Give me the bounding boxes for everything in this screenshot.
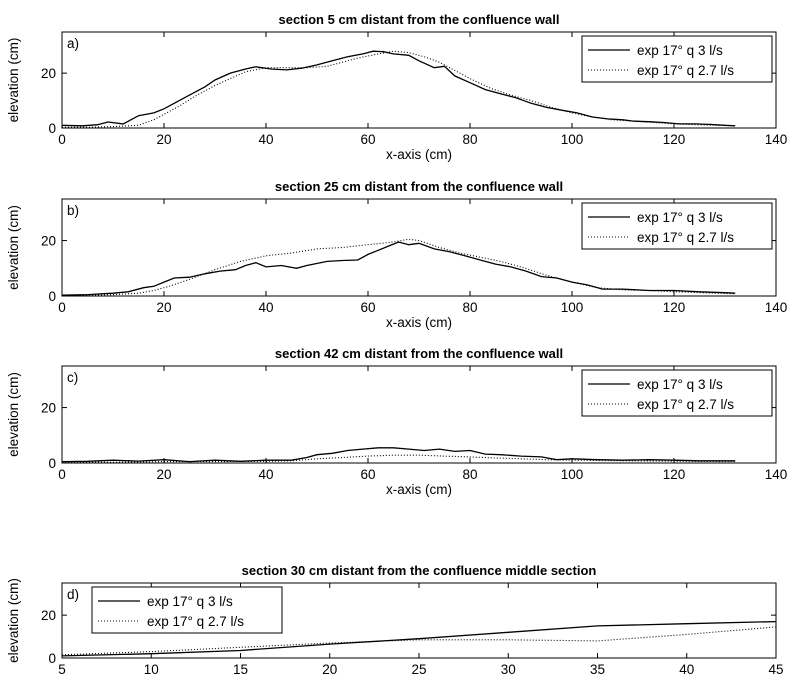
y-tick-label: 0 [48,121,56,136]
x-tick-label: 60 [360,467,375,482]
legend: exp 17° q 3 l/s exp 17° q 2.7 l/s [581,202,773,250]
legend-entry-2: exp 17° q 2.7 l/s [637,63,734,78]
x-tick-label: 45 [768,662,783,677]
x-tick-label: 20 [156,132,171,147]
x-tick-label: 40 [258,467,273,482]
x-tick-label: 120 [663,132,686,147]
legend: exp 17° q 3 l/s exp 17° q 2.7 l/s [581,369,773,417]
x-tick-label: 120 [663,467,686,482]
y-tick-label: 0 [48,651,56,666]
x-tick-label: 30 [501,662,516,677]
x-tick-label: 60 [360,132,375,147]
legend-box [581,35,773,83]
y-axis-label: elevation (cm) [6,372,21,457]
panel-label: b) [67,203,79,218]
x-tick-label: 100 [561,300,584,315]
chart-panel-2: section 25 cm distant from the confluenc… [6,179,787,330]
x-tick-label: 60 [360,300,375,315]
x-axis-label: x-axis (cm) [386,315,452,330]
chart-title: section 42 cm distant from the confluenc… [275,346,563,361]
chart-title: section 30 cm distant from the confluenc… [242,563,597,578]
x-tick-label: 10 [144,662,159,677]
x-tick-label: 100 [561,132,584,147]
x-tick-label: 20 [322,662,337,677]
y-axis-label: elevation (cm) [6,578,21,663]
legend-box [91,586,283,634]
y-tick-label: 20 [41,66,56,81]
y-axis-label: elevation (cm) [6,205,21,290]
series-line-1 [61,241,736,296]
x-axis-label: x-axis (cm) [386,482,452,497]
panel-label: a) [67,36,79,51]
x-tick-label: 5 [58,662,66,677]
x-tick-label: 80 [462,467,477,482]
x-tick-label: 140 [765,300,788,315]
x-axis-label: x-axis (cm) [386,147,452,162]
x-tick-label: 100 [561,467,584,482]
legend-entry-1: exp 17° q 3 l/s [637,377,723,392]
x-tick-label: 0 [58,467,66,482]
x-tick-label: 20 [156,467,171,482]
chart-panel-4: section 30 cm distant from the confluenc… [6,563,784,677]
x-tick-label: 0 [58,300,66,315]
legend-entry-2: exp 17° q 2.7 l/s [637,230,734,245]
plot-area [61,198,777,297]
series-line-2 [61,238,736,296]
legend: exp 17° q 3 l/s exp 17° q 2.7 l/s [581,35,773,83]
x-tick-label: 140 [765,467,788,482]
series-line-1 [61,447,736,463]
legend-entry-2: exp 17° q 2.7 l/s [637,397,734,412]
y-tick-label: 20 [41,234,56,249]
panel-label: d) [67,587,79,602]
y-tick-label: 20 [41,608,56,623]
series-line-2 [62,454,736,463]
x-tick-label: 40 [679,662,694,677]
x-tick-label: 140 [765,132,788,147]
x-tick-label: 40 [258,300,273,315]
x-tick-label: 120 [663,300,686,315]
panel-label: c) [67,370,78,385]
x-tick-label: 25 [411,662,426,677]
legend-entry-2: exp 17° q 2.7 l/s [147,614,244,629]
y-axis-label: elevation (cm) [6,38,21,123]
x-tick-label: 80 [462,132,477,147]
x-tick-label: 40 [258,132,273,147]
chart-panel-3: section 42 cm distant from the confluenc… [6,346,787,497]
legend-entry-1: exp 17° q 3 l/s [637,210,723,225]
chart-title: section 5 cm distant from the confluence… [278,12,559,27]
series-line-1 [61,50,736,127]
x-tick-label: 15 [233,662,248,677]
legend-box [581,202,773,250]
y-tick-label: 20 [41,401,56,416]
legend: exp 17° q 3 l/s exp 17° q 2.7 l/s [91,586,283,634]
series-line-1 [61,620,777,657]
y-tick-label: 0 [48,289,56,304]
x-tick-label: 80 [462,300,477,315]
series-line-2 [61,626,777,656]
legend-box [581,369,773,417]
y-tick-label: 0 [48,456,56,471]
chart-title: section 25 cm distant from the confluenc… [275,179,563,194]
x-tick-label: 35 [590,662,605,677]
plot-area [61,31,777,129]
legend-entry-1: exp 17° q 3 l/s [147,594,233,609]
x-tick-label: 20 [156,300,171,315]
legend-entry-1: exp 17° q 3 l/s [637,43,723,58]
chart-panel-1: section 5 cm distant from the confluence… [6,12,787,162]
plot-area [61,365,777,464]
x-tick-label: 0 [58,132,66,147]
